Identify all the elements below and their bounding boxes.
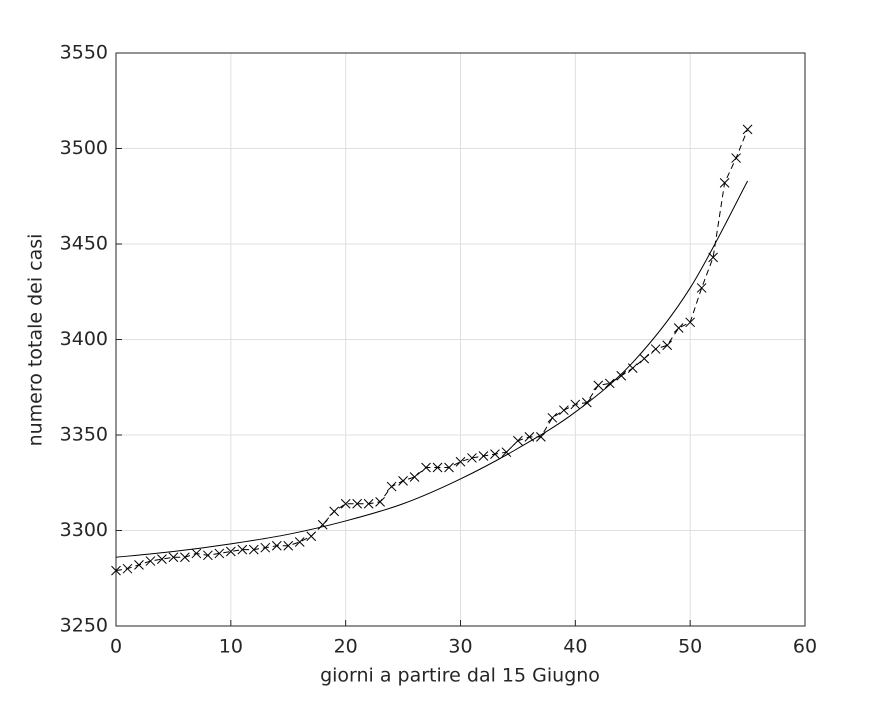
marker [111,565,121,576]
marker [478,451,489,461]
marker [398,475,408,486]
y-axis-label: numero totale dei casi [25,234,47,447]
y-tick-label: 3550 [60,42,108,64]
x-tick-label: 30 [448,636,472,658]
marker [455,456,466,467]
marker [558,405,569,416]
marker [490,449,500,459]
marker [306,531,317,542]
marker [673,323,684,333]
x-axis-label: giorni a partire dal 15 Giugno [320,665,600,687]
marker [731,153,741,163]
marker [203,550,213,561]
marker [639,353,650,364]
x-tick-label: 50 [678,636,702,658]
marker [363,498,374,509]
marker [157,554,167,565]
marker [536,432,546,442]
marker [283,540,294,551]
y-tick-label: 3400 [60,328,108,350]
marker [513,435,523,446]
marker [122,563,133,574]
y-tick-label: 3300 [60,519,108,541]
marker [444,462,454,473]
x-tick-label: 10 [219,636,243,658]
marker [708,252,718,263]
y-tick-label: 3450 [60,233,108,255]
marker [547,412,558,423]
marker [260,542,271,553]
marker [386,481,397,492]
marker [501,447,512,458]
marker [742,124,753,135]
marker [352,498,363,509]
marker [616,370,627,381]
y-tick-label: 3250 [60,615,108,637]
marker [570,399,581,410]
marker [696,283,707,293]
marker [719,178,730,188]
marker [685,317,696,328]
marker [340,498,351,509]
y-tick-label: 3500 [60,137,108,159]
axes-box [115,52,806,627]
marker [180,552,190,563]
marker [662,340,673,351]
marker [168,552,179,563]
marker [237,544,248,555]
marker [214,548,225,559]
marker [650,344,661,354]
marker [593,380,604,391]
marker [294,537,305,547]
marker [432,462,443,473]
marker [134,560,144,570]
marker [248,544,259,555]
marker [329,506,340,517]
marker [375,496,385,507]
marker [467,453,477,463]
marker [191,548,202,559]
y-tick-label: 3350 [60,424,108,446]
x-tick-label: 60 [793,636,817,658]
x-tick-label: 0 [110,636,122,658]
marker [225,546,236,557]
marker [145,556,156,566]
x-tick-label: 40 [563,636,587,658]
fit-line [115,180,749,558]
marker [409,472,420,482]
x-tick-label: 20 [334,636,358,658]
marker [421,462,431,473]
marker [271,540,282,551]
